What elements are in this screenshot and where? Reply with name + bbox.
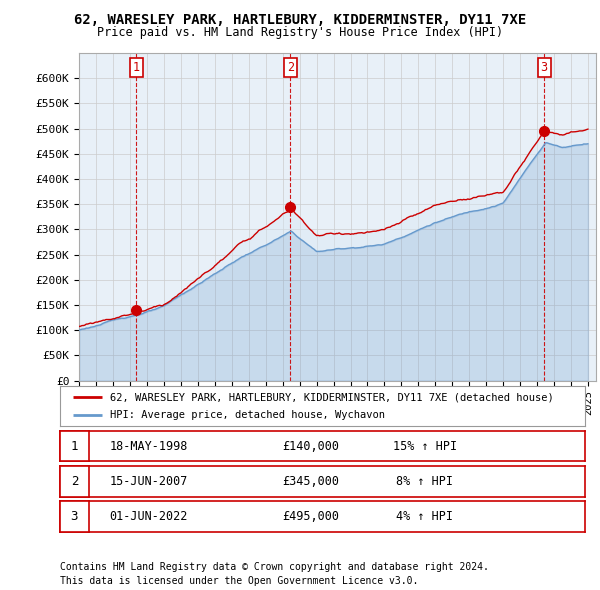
Text: £345,000: £345,000 [283, 475, 340, 488]
Text: 2: 2 [287, 61, 294, 74]
Text: Price paid vs. HM Land Registry's House Price Index (HPI): Price paid vs. HM Land Registry's House … [97, 26, 503, 39]
Text: 3: 3 [71, 510, 78, 523]
Text: This data is licensed under the Open Government Licence v3.0.: This data is licensed under the Open Gov… [60, 576, 418, 586]
Text: 3: 3 [541, 61, 548, 74]
Text: 15-JUN-2007: 15-JUN-2007 [110, 475, 188, 488]
Text: 1: 1 [71, 440, 78, 453]
Text: Contains HM Land Registry data © Crown copyright and database right 2024.: Contains HM Land Registry data © Crown c… [60, 562, 489, 572]
Text: £140,000: £140,000 [283, 440, 340, 453]
Text: £495,000: £495,000 [283, 510, 340, 523]
Text: 1: 1 [133, 61, 140, 74]
Text: 62, WARESLEY PARK, HARTLEBURY, KIDDERMINSTER, DY11 7XE: 62, WARESLEY PARK, HARTLEBURY, KIDDERMIN… [74, 13, 526, 27]
Text: 15% ↑ HPI: 15% ↑ HPI [393, 440, 457, 453]
Text: 18-MAY-1998: 18-MAY-1998 [110, 440, 188, 453]
Text: 62, WARESLEY PARK, HARTLEBURY, KIDDERMINSTER, DY11 7XE (detached house): 62, WARESLEY PARK, HARTLEBURY, KIDDERMIN… [110, 392, 554, 402]
Text: 01-JUN-2022: 01-JUN-2022 [110, 510, 188, 523]
Text: 2: 2 [71, 475, 78, 488]
Text: 8% ↑ HPI: 8% ↑ HPI [397, 475, 454, 488]
Text: 4% ↑ HPI: 4% ↑ HPI [397, 510, 454, 523]
Text: HPI: Average price, detached house, Wychavon: HPI: Average price, detached house, Wych… [110, 409, 385, 419]
